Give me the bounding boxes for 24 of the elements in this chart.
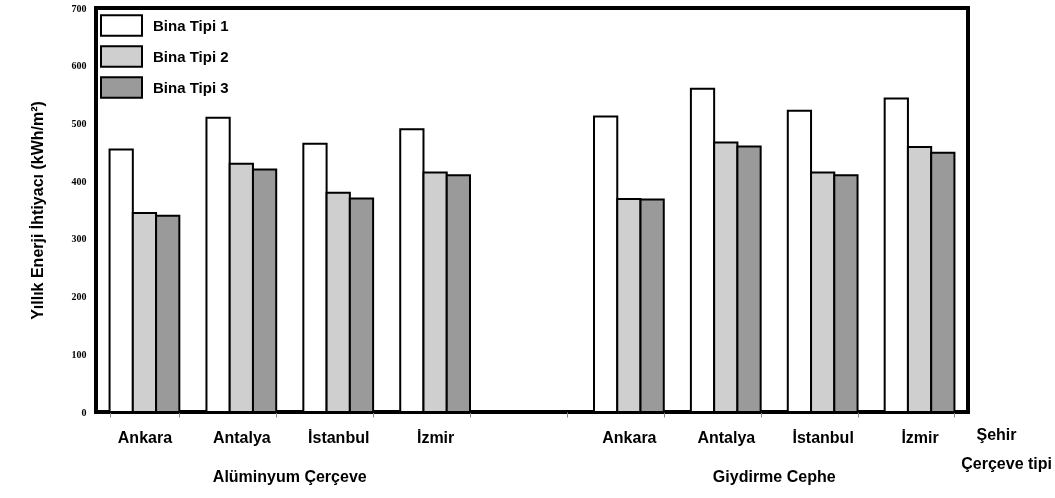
y-tick-label: 500 <box>71 117 87 129</box>
x-tick-label: İzmir <box>901 428 939 446</box>
y-tick-label: 600 <box>71 60 87 72</box>
y-tick-label: 300 <box>71 233 87 245</box>
text: Çerçeve tipi <box>961 455 1052 473</box>
x-tick-label: Ankara <box>602 428 657 446</box>
legend-label: Bina Tipi 1 <box>153 16 229 34</box>
y-tick-label: 200 <box>71 291 87 303</box>
y-tick-label: 100 <box>71 348 87 360</box>
x-tick-label: İstanbul <box>308 428 370 446</box>
x-tick-label: Ankara <box>117 428 173 446</box>
x-tick-label: Antalya <box>697 428 756 446</box>
y-tick-label: 700 <box>71 2 87 14</box>
text: Giydirme Cephe <box>712 468 836 486</box>
y-tick-label: 0 <box>81 406 87 418</box>
x-tick-label: Antalya <box>212 428 271 446</box>
x-axis-title: Şehir <box>976 425 1017 443</box>
y-tick-label: 400 <box>71 175 87 187</box>
legend-label: Bina Tipi 3 <box>153 78 229 96</box>
x-tick-label: İzmir <box>416 428 455 446</box>
y-axis-title: Yıllık Enerji İhtiyacı (kWh/m²) <box>28 101 46 320</box>
legend-label: Bina Tipi 2 <box>153 47 229 65</box>
x-tick-label: İstanbul <box>792 428 854 446</box>
text: Alüminyum Çerçeve <box>212 468 367 486</box>
